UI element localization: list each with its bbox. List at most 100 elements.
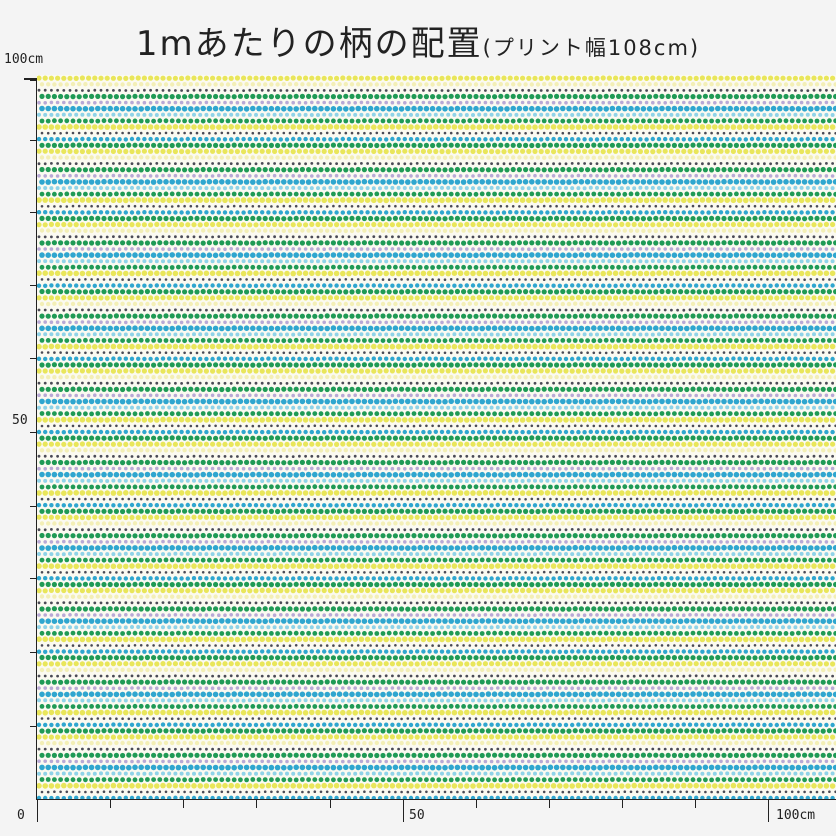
pattern-dot-row	[37, 674, 834, 678]
y-axis-tick	[30, 358, 37, 359]
pattern-dot-row	[40, 278, 836, 281]
pattern-dot-row	[39, 764, 836, 771]
pattern-dot-row	[37, 722, 835, 728]
pattern-dot-row	[39, 594, 836, 600]
y-axis-tick	[30, 140, 37, 141]
pattern-dot-row	[37, 539, 835, 544]
y-axis-tick	[30, 726, 37, 727]
x-axis-tick	[403, 800, 404, 822]
pattern-dot-row	[39, 215, 836, 222]
y-axis-tick	[30, 578, 37, 579]
pattern-dot-row	[40, 131, 836, 135]
x-axis-tick	[549, 800, 550, 808]
pattern-dot-row	[39, 691, 836, 698]
pattern-dot-row	[39, 544, 836, 551]
pattern-dot-row	[39, 630, 836, 636]
pattern-dot-row	[40, 351, 836, 355]
pattern-dot-row	[40, 424, 836, 428]
y-axis-line	[36, 78, 37, 800]
pattern-dot-row	[37, 709, 836, 716]
pattern-dot-row	[37, 405, 835, 410]
pattern-dot-row	[37, 247, 835, 251]
page-title: 1mあたりの柄の配置(プリント幅108cm)	[0, 16, 836, 65]
pattern-dot-row	[37, 563, 836, 570]
pattern-dot-row	[37, 502, 835, 508]
origin-label: 0	[17, 808, 25, 823]
pattern-dot-row	[37, 759, 835, 764]
pattern-dot-row	[39, 740, 836, 746]
pattern-dot-row	[39, 471, 836, 478]
x-axis-line	[36, 799, 836, 800]
pattern-dot-row	[39, 679, 836, 685]
pattern-dot-row	[39, 521, 836, 526]
pattern-dot-row	[37, 466, 835, 471]
y-axis-top-label: 100cm	[4, 52, 44, 67]
pattern-dot-row	[37, 613, 835, 617]
pattern-dot-row	[39, 325, 836, 332]
y-axis-tick	[30, 506, 37, 507]
y-axis-tick	[30, 80, 37, 81]
pattern-dot-row	[39, 252, 836, 259]
pattern-dot-row	[39, 191, 836, 197]
x-axis-end-label: 100cm	[776, 808, 816, 823]
pattern-dot-row	[40, 717, 836, 721]
pattern-dot-row	[39, 93, 836, 100]
pattern-dot-row	[37, 551, 835, 557]
pattern-dot-row	[39, 484, 836, 490]
pattern-dot-row	[39, 752, 836, 759]
pattern-dot-row	[37, 429, 835, 435]
pattern-dot-row	[39, 155, 836, 160]
pattern-dot-row	[37, 136, 835, 142]
pattern-dot-row	[37, 686, 835, 691]
pattern-dot-row	[37, 528, 834, 532]
pattern-dot-row	[39, 386, 836, 393]
pattern-dot-row	[37, 393, 835, 398]
pattern-dot-row	[39, 228, 836, 234]
pattern-dot-row	[37, 235, 834, 239]
pattern-dot-row	[37, 343, 836, 350]
pattern-dot-row	[39, 362, 836, 368]
pattern-dot-row	[37, 576, 835, 581]
pattern-dot-row	[39, 288, 836, 295]
title-subtitle: (プリント幅108cm)	[482, 36, 701, 60]
pattern-dot-row	[37, 795, 835, 799]
pattern-dot-row	[37, 734, 836, 740]
pattern-dot-row	[39, 411, 836, 417]
y-axis-tick	[30, 432, 37, 433]
pattern-dot-row	[37, 221, 836, 228]
x-axis-tick	[110, 800, 111, 808]
pattern-dot-row	[37, 88, 834, 92]
pattern-dot-row	[37, 270, 836, 277]
pattern-canvas	[37, 75, 836, 799]
pattern-dot-row	[37, 771, 835, 776]
pattern-dot-row	[40, 497, 836, 501]
y-axis-tick	[30, 285, 37, 286]
pattern-dot-row	[39, 166, 836, 173]
pattern-dot-row	[37, 625, 835, 630]
pattern-dot-row	[40, 570, 836, 574]
fabric-pattern-swatch	[37, 75, 836, 799]
y-axis-mid-label: 50	[12, 413, 28, 428]
pattern-dot-row	[37, 308, 834, 312]
x-axis-mid-label: 50	[409, 808, 425, 823]
pattern-dot-row	[39, 447, 836, 453]
pattern-dot-row	[39, 606, 836, 612]
y-axis-tick	[30, 652, 37, 653]
pattern-dot-row	[37, 490, 836, 497]
pattern-dot-row	[39, 178, 836, 185]
pattern-dot-row	[39, 264, 836, 270]
pattern-dot-row	[37, 698, 835, 703]
pattern-dot-row	[37, 148, 836, 155]
pattern-dot-row	[39, 240, 836, 246]
pattern-dot-row	[37, 320, 835, 325]
pattern-dot-row	[39, 301, 836, 307]
pattern-dot-row	[37, 649, 835, 654]
pattern-dot-row	[37, 75, 836, 81]
pattern-dot-row	[39, 581, 836, 588]
pattern-dot-row	[39, 374, 836, 380]
pattern-dot-row	[39, 459, 836, 466]
pattern-dot-row	[39, 667, 836, 673]
pattern-dot-row	[37, 636, 836, 643]
pattern-dot-row	[39, 777, 836, 783]
x-axis-tick	[330, 800, 331, 808]
